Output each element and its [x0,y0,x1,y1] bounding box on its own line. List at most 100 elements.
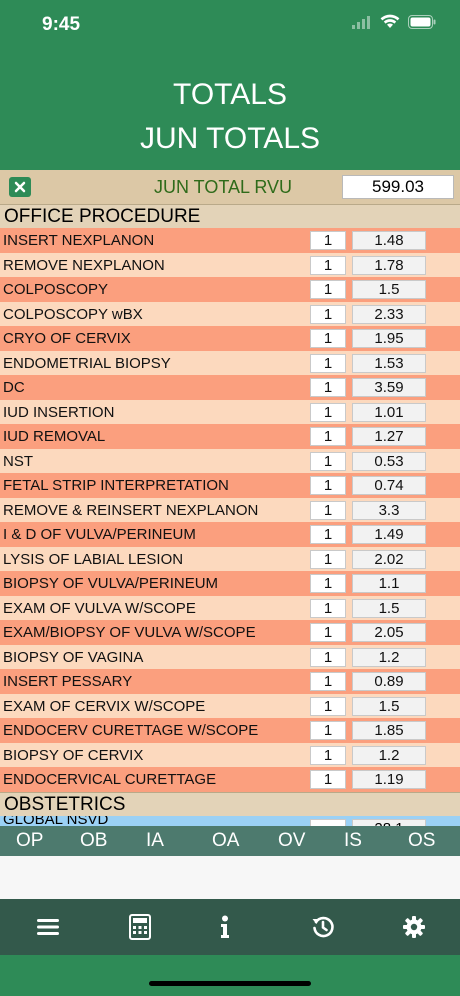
quantity-field[interactable]: 1 [310,623,346,642]
list-item[interactable]: EXAM OF VULVA W/SCOPE 1 1.5 [0,595,460,620]
history-button[interactable] [309,913,337,941]
tab-ob[interactable]: OB [80,830,108,851]
procedure-name: NST [3,452,33,470]
procedure-name: IUD INSERTION [3,403,115,421]
list-item[interactable]: I & D OF VULVA/PERINEUM 1 1.49 [0,522,460,547]
quantity-field[interactable]: 1 [310,721,346,740]
tab-op[interactable]: OP [16,830,44,851]
calculator-button[interactable] [126,913,154,941]
gear-icon [403,916,425,938]
quantity-field[interactable]: 1 [310,770,346,789]
quantity-field[interactable]: 1 [310,353,346,373]
list-item[interactable]: REMOVE NEXPLANON 1 1.78 [0,252,460,277]
tab-ov[interactable]: OV [278,830,306,851]
procedure-list: INSERT NEXPLANON 1 1.48 REMOVE NEXPLANON 1 1.… [0,228,460,792]
home-indicator[interactable] [149,981,311,986]
content-spacer [0,856,460,899]
tab-is[interactable]: IS [344,830,362,851]
list-item[interactable]: BIOPSY OF VULVA/PERINEUM 1 1.1 [0,571,460,596]
procedure-name: BIOPSY OF VULVA/PERINEUM [3,575,219,592]
procedure-name: BIOPSY OF CERVIX [3,746,144,764]
quantity-field[interactable]: 1 [310,378,346,397]
list-item[interactable]: NST 1 0.53 [0,448,460,473]
rvu-value: 1.95 [352,329,426,348]
rvu-value: 1.5 [352,598,426,618]
signal-icon [352,15,372,34]
list-item[interactable]: LYSIS OF LABIAL LESION 1 2.02 [0,546,460,571]
procedure-name: ENDOMETRIAL BIOPSY [3,354,171,372]
list-item[interactable]: BIOPSY OF VAGINA 1 1.2 [0,644,460,669]
list-item[interactable]: ENDOMETRIAL BIOPSY 1 1.53 [0,350,460,375]
quantity-field[interactable]: 1 [310,329,346,348]
category-tab-bar: OP OB IA OA OV IS OS [0,826,460,856]
quantity-field[interactable]: 1 [310,500,346,520]
quantity-field[interactable]: 1 [310,672,346,691]
procedure-name: ENDOCERVICAL CURETTAGE [3,771,217,788]
list-item[interactable]: COLPOSCOPY wBX 1 2.33 [0,301,460,326]
rvu-value: 1.1 [352,574,426,593]
rvu-value: 1.49 [352,525,426,544]
tab-oa[interactable]: OA [212,830,240,851]
quantity-field[interactable]: 1 [310,280,346,299]
status-time: 9:45 [42,14,81,35]
close-button[interactable] [9,177,31,197]
rvu-value: 2.05 [352,623,426,642]
quantity-field[interactable]: 1 [310,476,346,495]
total-rvu-bar: JUN TOTAL RVU 599.03 [0,170,460,204]
rvu-value: 1.5 [352,696,426,716]
list-item[interactable]: COLPOSCOPY 1 1.5 [0,277,460,302]
close-icon [14,181,26,193]
procedure-name: COLPOSCOPY [3,281,109,298]
quantity-field[interactable]: 1 [310,696,346,716]
rvu-value: 1.78 [352,255,426,275]
quantity-field[interactable]: 1 [310,304,346,324]
wifi-icon [380,14,400,34]
quantity-field[interactable] [310,819,346,828]
quantity-field[interactable]: 1 [310,255,346,275]
quantity-field[interactable]: 1 [310,574,346,593]
quantity-field[interactable]: 1 [310,525,346,544]
list-item[interactable]: EXAM/BIOPSY OF VULVA W/SCOPE 1 2.05 [0,620,460,645]
list-item[interactable]: IUD INSERTION 1 1.01 [0,399,460,424]
list-item[interactable]: ENDOCERV CURETTAGE W/SCOPE 1 1.85 [0,718,460,743]
tab-os[interactable]: OS [408,830,436,851]
quantity-field[interactable]: 1 [310,427,346,446]
calculator-icon [129,914,151,940]
list-item[interactable]: CRYO OF CERVIX 1 1.95 [0,326,460,351]
list-item[interactable]: REMOVE & REINSERT NEXPLANON 1 3.3 [0,497,460,522]
rvu-value: 1.2 [352,745,426,765]
rvu-value: 1.27 [352,427,426,446]
settings-button[interactable] [400,913,428,941]
rvu-value: 2.02 [352,549,426,569]
tab-ia[interactable]: IA [146,830,164,851]
list-item[interactable]: BIOPSY OF CERVIX 1 1.2 [0,742,460,767]
menu-button[interactable] [34,913,62,941]
rvu-value: 0.74 [352,476,426,495]
quantity-field[interactable]: 1 [310,402,346,422]
section-header-office-procedure: OFFICE PROCEDURE [0,204,460,228]
quantity-field[interactable]: 1 [310,231,346,250]
quantity-field[interactable]: 1 [310,451,346,471]
procedure-name: BIOPSY OF VAGINA [3,648,144,666]
list-item[interactable]: DC 1 3.59 [0,375,460,400]
quantity-field[interactable]: 1 [310,745,346,765]
bottom-safe-area [0,955,460,996]
procedure-name: ENDOCERV CURETTAGE W/SCOPE [3,722,259,739]
list-item[interactable]: ENDOCERVICAL CURETTAGE 1 1.19 [0,767,460,792]
rvu-value: 1.85 [352,721,426,740]
info-button[interactable] [211,913,239,941]
menu-icon [37,919,59,935]
list-item[interactable]: FETAL STRIP INTERPRETATION 1 0.74 [0,473,460,498]
procedure-name: GLOBAL NSVD [3,816,109,828]
quantity-field[interactable]: 1 [310,549,346,569]
list-item[interactable]: IUD REMOVAL 1 1.27 [0,424,460,449]
quantity-field[interactable]: 1 [310,647,346,667]
list-item-partial[interactable]: GLOBAL NSVD 28.1 [0,816,460,828]
procedure-name: REMOVE NEXPLANON [3,256,165,274]
rvu-value: 1.48 [352,231,426,250]
list-item[interactable]: INSERT NEXPLANON 1 1.48 [0,228,460,253]
list-item[interactable]: INSERT PESSARY 1 0.89 [0,669,460,694]
quantity-field[interactable]: 1 [310,598,346,618]
list-item[interactable]: EXAM OF CERVIX W/SCOPE 1 1.5 [0,693,460,718]
rvu-value: 1.2 [352,647,426,667]
